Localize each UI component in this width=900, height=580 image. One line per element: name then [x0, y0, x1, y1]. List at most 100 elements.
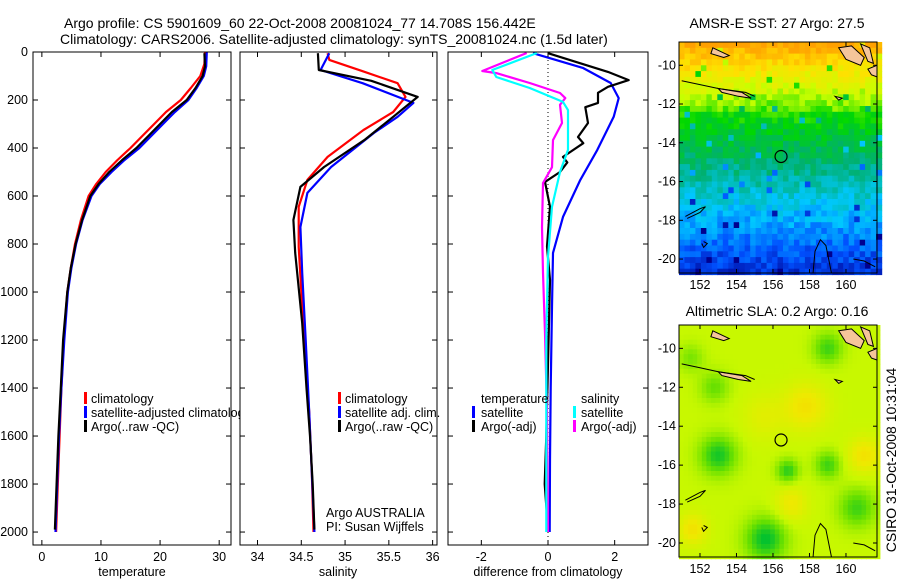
map-cell	[772, 222, 779, 229]
map-cell	[679, 446, 685, 453]
map-cell	[700, 257, 707, 264]
map-cell	[806, 514, 812, 521]
map-cell	[684, 199, 691, 206]
map-cell	[804, 193, 811, 200]
map-cell	[688, 471, 694, 477]
map-cell	[770, 534, 776, 540]
map-cell	[761, 456, 767, 462]
map-cell	[729, 422, 735, 428]
map-cell	[802, 514, 808, 521]
map-cell	[756, 475, 762, 482]
map-cell	[783, 373, 790, 380]
map-cell	[847, 553, 853, 560]
map-cell	[820, 363, 826, 370]
map-cell	[843, 239, 850, 247]
map-cell	[744, 53, 751, 60]
map-cell	[692, 359, 698, 365]
map-cell	[752, 417, 758, 423]
map-cell	[765, 422, 771, 428]
map-cell	[810, 123, 817, 130]
map-cell	[802, 407, 808, 414]
map-cell	[865, 257, 872, 264]
map-cell	[825, 427, 831, 433]
map-cell	[870, 344, 876, 350]
map-cell	[770, 407, 776, 414]
map-cell	[838, 495, 844, 501]
map-cell	[697, 398, 703, 404]
map-cell	[802, 509, 808, 516]
map-cell	[752, 461, 758, 467]
map-cell	[733, 199, 740, 206]
map-cell	[793, 383, 799, 389]
map-cell	[744, 181, 751, 188]
map-cell	[847, 383, 853, 389]
map-cell	[761, 325, 767, 331]
map-cell	[729, 398, 735, 404]
map-cell	[820, 378, 826, 384]
legend-label: Argo(..raw -QC)	[91, 420, 179, 434]
map-cell	[733, 228, 740, 235]
map-cell	[852, 349, 858, 355]
map-cell	[774, 539, 780, 545]
map-cell	[859, 123, 866, 130]
map-cell	[689, 106, 696, 113]
map-cell	[706, 398, 712, 404]
map-cell	[715, 339, 721, 346]
map-cell	[870, 210, 877, 217]
map-cell	[739, 251, 746, 258]
map-cell	[788, 456, 794, 462]
map-cell	[772, 158, 779, 165]
legend-label: Argo(..raw -QC)	[345, 420, 433, 434]
map-cell	[752, 509, 758, 516]
map-cell	[706, 461, 712, 467]
map-cell	[688, 432, 694, 438]
map-cell	[766, 94, 773, 101]
map-cell	[724, 412, 730, 419]
map-cell	[706, 106, 713, 113]
map-cell	[806, 339, 812, 346]
map-cell	[847, 422, 853, 428]
map-cell	[770, 373, 776, 380]
map-cell	[848, 210, 855, 217]
map-cell	[706, 82, 713, 90]
map-cell	[688, 548, 694, 555]
map-cell	[870, 548, 876, 555]
argo-float-location-marker	[774, 149, 788, 164]
map-cell	[834, 427, 840, 433]
map-cell	[815, 475, 822, 482]
map-cell	[859, 210, 866, 217]
map-cell	[720, 359, 726, 365]
map-cell	[729, 432, 735, 438]
map-cell	[847, 466, 853, 472]
map-cell	[815, 344, 822, 350]
map-cell	[834, 553, 840, 560]
map-cell	[788, 129, 795, 136]
map-cell	[738, 446, 744, 453]
map-cell	[825, 329, 831, 336]
map-cell	[834, 325, 840, 331]
map-cell	[756, 368, 762, 375]
map-cell	[821, 158, 828, 165]
map-cell	[701, 553, 707, 560]
map-cell	[821, 88, 828, 95]
map-cell	[752, 553, 758, 560]
map-cell	[765, 451, 771, 457]
map-cell	[806, 432, 812, 438]
map-cell	[724, 524, 730, 530]
map-cell	[706, 402, 712, 409]
map-cell	[755, 251, 762, 258]
map-cell	[733, 53, 740, 60]
map-cell	[706, 129, 713, 136]
map-cell	[772, 53, 779, 60]
map-cell	[706, 329, 712, 336]
map-cell	[852, 427, 858, 433]
map-cell	[728, 106, 735, 113]
map-cell	[825, 436, 831, 443]
map-cell	[742, 402, 749, 409]
map-cell	[832, 53, 839, 60]
map-cell	[739, 222, 746, 229]
map-cell	[777, 181, 784, 188]
map-cell	[826, 199, 833, 206]
map-cell	[826, 71, 833, 78]
map-cell	[738, 524, 744, 530]
